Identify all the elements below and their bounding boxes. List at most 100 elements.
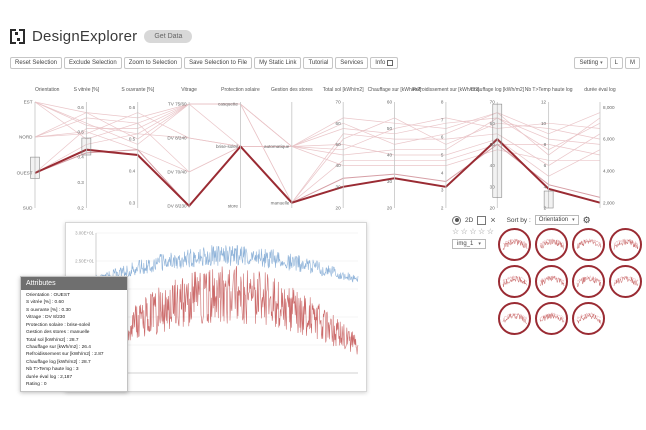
design-thumbnail-11[interactable] [572, 302, 605, 335]
pcp-axis-title: Total sol [kWh/m2] [323, 87, 364, 93]
toolbar-button-info[interactable]: Info [370, 57, 399, 69]
toolbar-button-m[interactable]: M [625, 57, 640, 69]
attribute-row-refroidissement-sur-kwh-m2: Refroidissement sur [kWh/m2] : 2.87 [21, 351, 127, 358]
design-explorer-logo-icon [10, 29, 25, 44]
attributes-panel: Attributes Orientation : OUEST S vitrée [… [20, 276, 128, 393]
sort-by-select[interactable]: Orientation ▾ [534, 215, 579, 225]
design-thumbnail-10[interactable] [535, 302, 568, 335]
pcp-line [34, 112, 601, 156]
pcp-axis-brush[interactable] [543, 190, 554, 209]
design-thumbnail-4[interactable] [609, 228, 642, 261]
pcp-tick-label: 4 [544, 184, 547, 189]
attribute-row-total-sol-kwh-m2: Total sol [kWh/m2] : 28.7 [21, 337, 127, 344]
pcp-highlight-line[interactable] [34, 137, 601, 208]
star-icon[interactable]: ☆ [452, 227, 461, 236]
pcp-tick-label: 8 [544, 142, 547, 147]
pcp-tick-label: 60 [336, 121, 342, 126]
view-2d-radio[interactable] [452, 215, 461, 225]
toolbar-button-services[interactable]: Services [335, 57, 369, 69]
attribute-value: 0.60 [54, 300, 64, 306]
pcp-tick-label: DV 70/40 [167, 170, 187, 175]
pcp-tick-label: 0.3 [77, 180, 84, 185]
fullscreen-icon[interactable] [477, 215, 487, 225]
close-icon[interactable]: × [490, 214, 496, 225]
toolbar-button-label: L [614, 60, 618, 66]
y-axis-tick-label: 3.00E+01 [75, 231, 94, 236]
gear-icon[interactable]: ⚙ [582, 214, 591, 225]
star-icon[interactable]: ☆ [469, 227, 479, 236]
design-thumbnail-9[interactable] [498, 302, 531, 335]
design-thumbnail-7[interactable] [572, 265, 605, 298]
pcp-tick-label: 8 [441, 100, 444, 105]
attribute-row-s-vitr-e: S vitrée [%] : 0.60 [21, 299, 127, 306]
rating-stars: ☆☆☆☆☆ [452, 227, 644, 236]
pcp-axis-title: Vitrage [181, 87, 197, 93]
pcp-tick-label: 60 [490, 121, 496, 126]
caret-down-icon: ▾ [478, 241, 481, 247]
design-thumbnail-1[interactable] [498, 228, 531, 261]
design-thumbnail-3[interactable] [572, 228, 605, 261]
toolbar-button-l[interactable]: L [609, 57, 623, 69]
toolbar-button-label: Exclude Selection [69, 60, 117, 66]
star-icon[interactable]: ☆ [460, 227, 470, 236]
thumbnail-sparkline [502, 311, 527, 324]
attribute-label: Protection solaire : [26, 322, 68, 328]
attribute-label: durée éval log : [26, 374, 61, 380]
attribute-label: Orientation : [26, 293, 54, 298]
attribute-row-rating: Rating : 0 [21, 381, 127, 388]
pcp-tick-label: 4,000 [603, 169, 615, 174]
pcp-tick-label: OUEST [17, 171, 33, 176]
pcp-tick-label: 12 [541, 100, 547, 105]
toolbar-button-setting[interactable]: Setting ▾ [574, 57, 608, 69]
design-thumbnail-2[interactable] [535, 228, 568, 261]
sort-by-label: Sort by : [506, 216, 531, 224]
pcp-tick-label: 3 [441, 188, 444, 193]
pcp-line [34, 101, 601, 147]
toolbar-button-tutorial[interactable]: Tutorial [303, 57, 334, 69]
toolbar-button-exclude-selection[interactable]: Exclude Selection [64, 57, 122, 69]
pcp-axis-brush[interactable] [30, 156, 40, 179]
pcp-axis-title: Gestion des stores [271, 87, 313, 93]
pcp-axis-title: Orientation [35, 87, 60, 93]
attribute-row-protection-solaire: Protection solaire : brise-soleil [21, 322, 127, 329]
attributes-panel-title: Attributes [21, 277, 127, 290]
get-data-button[interactable]: Get Data [144, 30, 193, 43]
pcp-tick-label: store [228, 203, 239, 208]
sort-by-value: Orientation [538, 217, 569, 223]
design-thumbnail-8[interactable] [609, 265, 642, 298]
external-link-icon [387, 60, 394, 66]
pcp-tick-label: 6 [441, 135, 444, 140]
toolbar-button-zoom-to-selection[interactable]: Zoom to Selection [123, 57, 183, 69]
design-thumbnail-6[interactable] [535, 265, 568, 298]
star-icon[interactable]: ☆ [486, 227, 496, 236]
toolbar-button-reset-selection[interactable]: Reset Selection [10, 57, 63, 69]
attribute-value: OUEST [53, 293, 70, 298]
view-controls-row: 2D × Sort by : Orientation ▾ ⚙ [452, 215, 644, 225]
pcp-tick-label: EST [24, 100, 33, 105]
toolbar-right-group: Setting ▾ L M [574, 57, 640, 69]
attribute-value: 28.7 [81, 359, 91, 365]
attribute-row-nb-t-temp-haute-log: Nb T>Temp haute log : 3 [21, 366, 127, 373]
pcp-tick-label: DV 8/240 [167, 136, 187, 141]
toolbar: Reset Selection Exclude Selection Zoom to … [10, 57, 640, 69]
thumbnail-sparkline [613, 237, 638, 250]
pcp-axis-brush[interactable] [492, 103, 503, 198]
attribute-row-dur-e-val-log: durée éval log : 2,187 [21, 374, 127, 381]
pcp-axis-brush[interactable] [81, 137, 92, 156]
app-title: DesignExplorer [32, 28, 138, 45]
thumbnail-sparkline [539, 237, 564, 250]
pcp-tick-label: 6,000 [603, 137, 615, 142]
attribute-value: 3 [75, 367, 79, 373]
pcp-line [34, 103, 601, 204]
attribute-value: DV 8/230 [45, 315, 66, 321]
star-icon[interactable]: ☆ [478, 227, 487, 236]
pcp-tick-label: 70 [336, 100, 342, 105]
toolbar-button-save-selection-to-file[interactable]: Save Selection to File [184, 57, 253, 69]
pcp-tick-label: automatique [264, 144, 290, 149]
pcp-tick-label: 30 [387, 179, 393, 184]
attribute-row-chauffage-log-kwh-m2: Chauffage log [kWh/m2] : 28.7 [21, 359, 127, 366]
image-select[interactable]: img_1 ▾ [452, 239, 486, 249]
attribute-label: Vitrage : [26, 315, 46, 321]
toolbar-button-my-static-link[interactable]: My Static Link [254, 57, 302, 69]
design-thumbnail-5[interactable] [498, 265, 531, 298]
